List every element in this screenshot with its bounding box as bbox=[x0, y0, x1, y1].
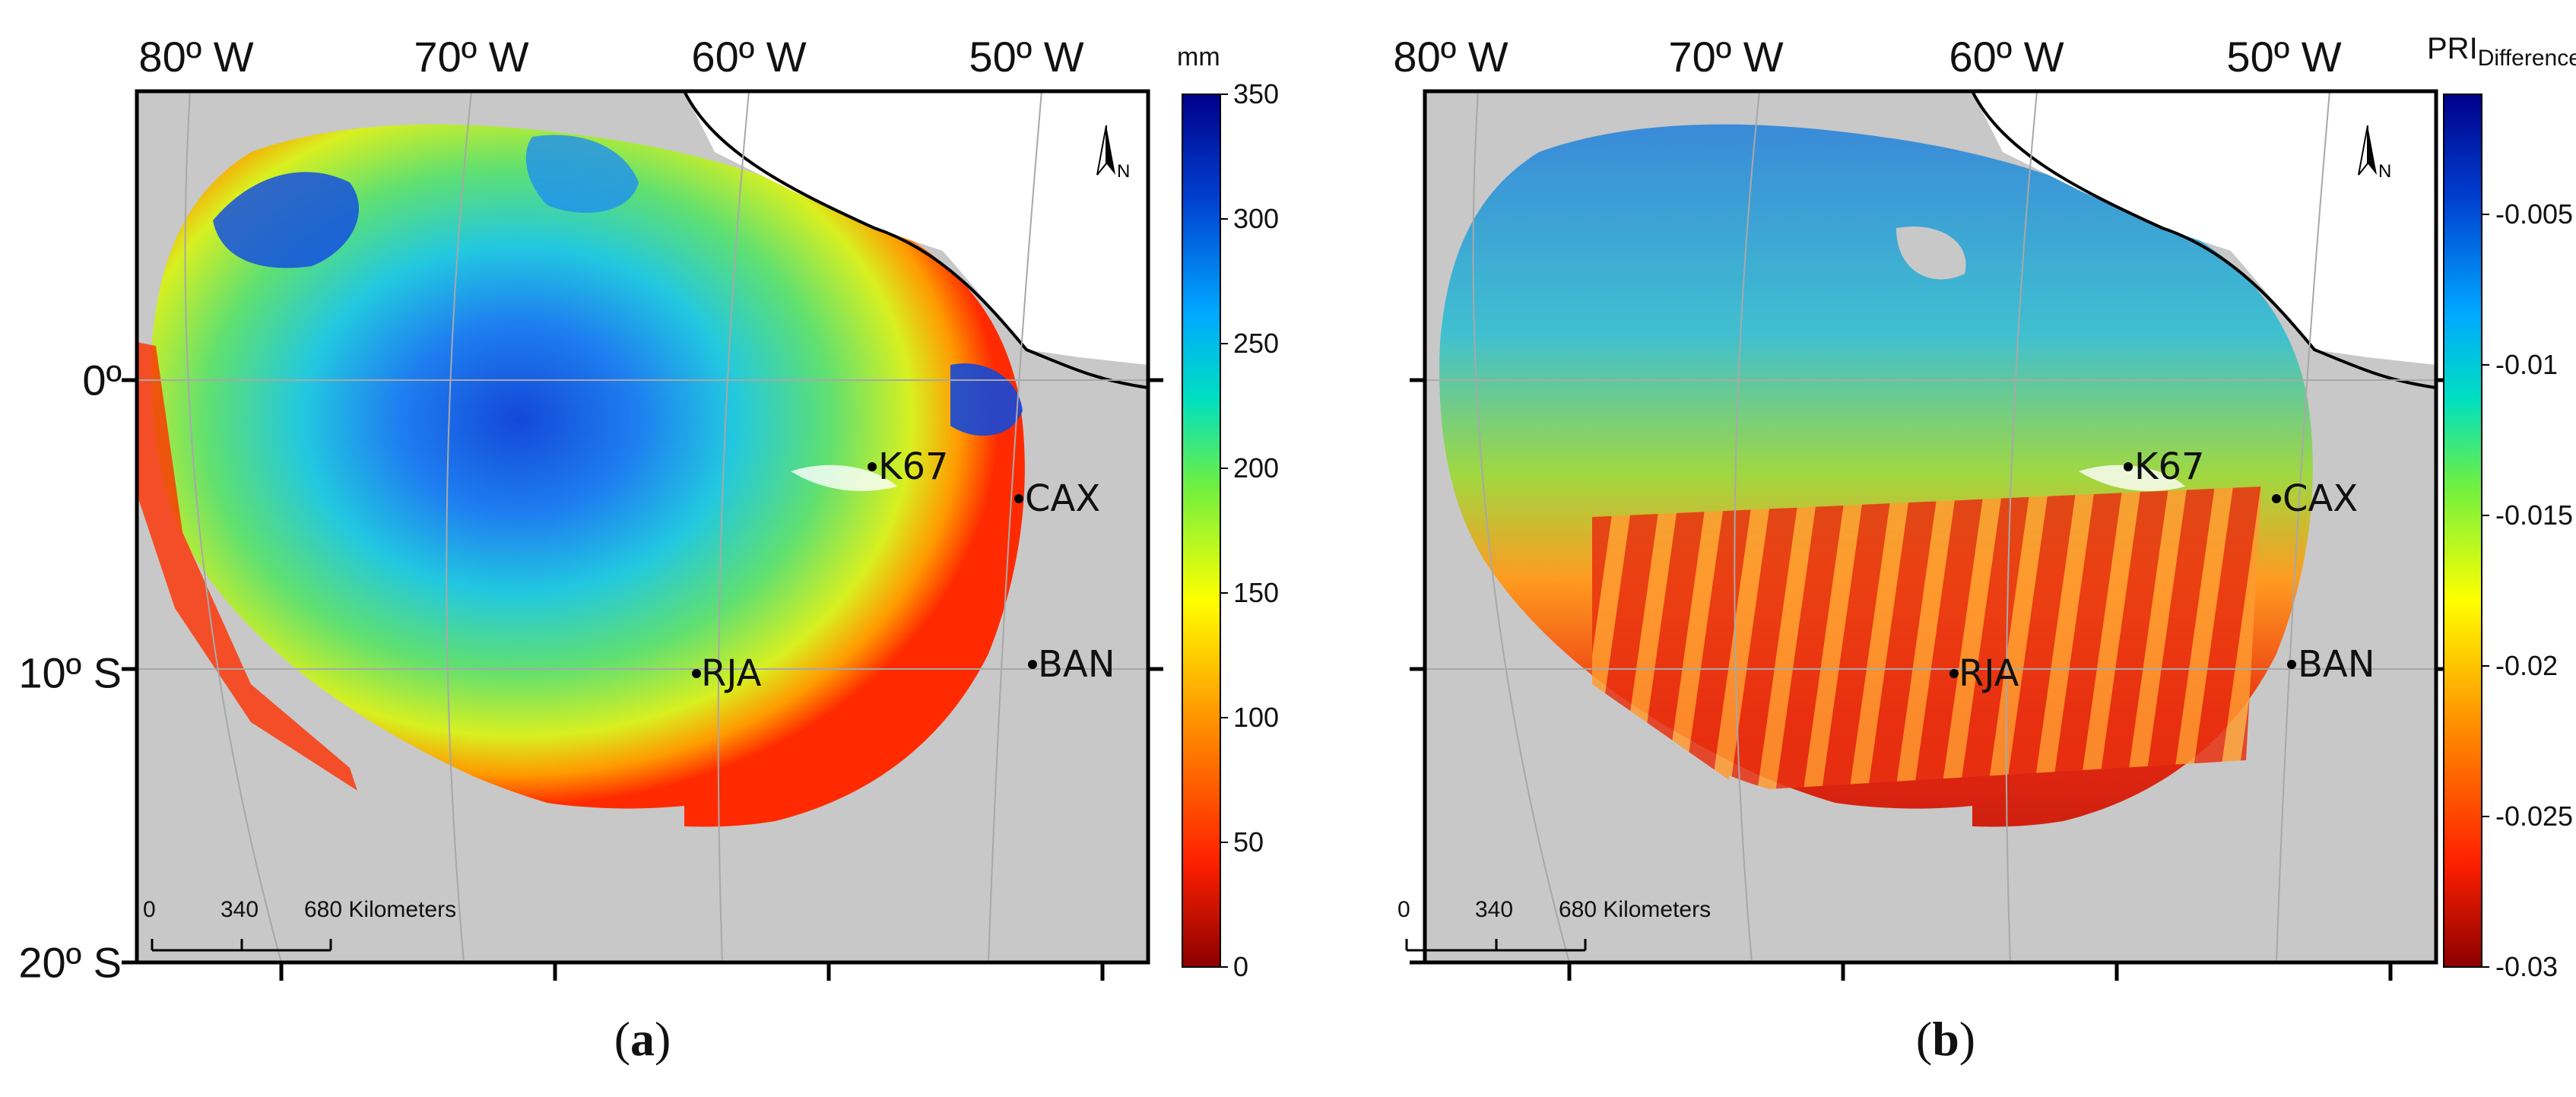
colorbar-tick-label: 50 bbox=[1233, 826, 1264, 858]
lat-label-0: 0º bbox=[82, 356, 122, 404]
lat-label-20s: 20º S bbox=[18, 938, 122, 987]
colorbar-ticks-b bbox=[2482, 214, 2489, 968]
lon-label-70w: 70º W bbox=[414, 33, 529, 81]
colorbar-a bbox=[1182, 94, 1221, 968]
land-no-data bbox=[441, 775, 684, 962]
north-arrow-icon: N bbox=[2337, 122, 2398, 190]
panel-letter-b: (b) bbox=[1915, 1012, 1976, 1066]
andes-low-precip bbox=[137, 342, 357, 791]
colorbar-tick-label: 200 bbox=[1233, 452, 1280, 484]
lon-label-50w: 50º W bbox=[969, 33, 1084, 81]
land-no-data bbox=[1425, 532, 1516, 962]
lon-label-60w: 60º W bbox=[691, 33, 807, 81]
colorbar-tick-label: -0.005 bbox=[2495, 198, 2574, 230]
site-label-k67: K67 bbox=[878, 445, 949, 488]
land-no-data bbox=[1729, 775, 1972, 962]
north-label: N bbox=[2378, 161, 2392, 182]
colorbar-tick-label: -0.025 bbox=[2495, 801, 2574, 832]
site-label-k67: K67 bbox=[2134, 445, 2205, 488]
site-label-ban: BAN bbox=[1038, 643, 1115, 686]
colorbar-tick-label: 300 bbox=[1233, 203, 1280, 234]
coastline bbox=[683, 90, 1149, 389]
precip-high-cell bbox=[525, 135, 639, 213]
colorbar-b bbox=[2443, 94, 2482, 968]
lon-label-80w: 80º W bbox=[1393, 33, 1508, 81]
colorbar-tick-label: -0.02 bbox=[2495, 650, 2559, 681]
map-frame bbox=[1423, 89, 2438, 965]
frame-ticks bbox=[1410, 378, 2451, 981]
north-label: N bbox=[1117, 161, 1131, 182]
scale-tick-340: 340 bbox=[220, 897, 259, 922]
panel-b: N 80º W 70º W 60º W 50º W K67 CAX RJA BA… bbox=[1288, 0, 2576, 1097]
colorbar-ticks-a bbox=[1220, 94, 1228, 968]
panel-letter-a: (a) bbox=[614, 1012, 671, 1066]
land-no-data bbox=[1896, 227, 1966, 280]
colorbar-unit-a: mm bbox=[1177, 43, 1220, 71]
land-no-data bbox=[137, 532, 228, 962]
map-frame bbox=[135, 89, 1150, 965]
amazon-river bbox=[2079, 464, 2185, 491]
site-label-cax: CAX bbox=[2283, 477, 2359, 520]
scale-bar bbox=[1405, 939, 1587, 952]
coastline bbox=[1971, 90, 2437, 389]
colorbar-tick-label: -0.015 bbox=[2495, 499, 2574, 531]
colorbar-tick-label: 100 bbox=[1233, 702, 1280, 733]
scale-tick-680: 680 Kilometers bbox=[1559, 897, 1712, 922]
site-markers bbox=[692, 462, 1037, 678]
scale-tick-340: 340 bbox=[1475, 897, 1514, 922]
amazon-river bbox=[791, 464, 897, 491]
site-markers bbox=[1949, 462, 2296, 678]
lat-label-10s: 10º S bbox=[18, 648, 122, 697]
site-label-rja: RJA bbox=[701, 652, 762, 695]
site-label-cax: CAX bbox=[1025, 477, 1101, 520]
map-b-svg bbox=[1405, 89, 2489, 981]
lon-label-60w: 60º W bbox=[1949, 33, 2064, 81]
precip-high-cell bbox=[950, 363, 1023, 436]
colorbar-tick-label: -0.03 bbox=[2495, 951, 2559, 982]
colorbar-tick-label: 0 bbox=[1233, 951, 1249, 982]
map-a-svg bbox=[122, 89, 1228, 981]
lon-label-80w: 80º W bbox=[138, 33, 254, 81]
site-label-ban: BAN bbox=[2298, 643, 2375, 686]
scale-tick-680: 680 Kilometers bbox=[304, 897, 457, 922]
graticule bbox=[1425, 90, 2436, 963]
ocean-atlantic bbox=[1972, 91, 2436, 365]
colorbar-tick-label: -0.01 bbox=[2495, 349, 2559, 380]
colorbar-unit-b: PRIDifference bbox=[2427, 32, 2576, 71]
ocean-atlantic bbox=[684, 91, 1148, 365]
pri-swath-stripes bbox=[1592, 487, 2261, 791]
site-label-rja: RJA bbox=[1959, 652, 2019, 695]
frame-ticks bbox=[122, 378, 1163, 981]
scale-tick-0: 0 bbox=[143, 897, 156, 922]
colorbar-tick-label: 350 bbox=[1233, 78, 1280, 109]
precip-high-cell bbox=[213, 172, 359, 268]
north-arrow-icon: N bbox=[1076, 122, 1137, 190]
graticule bbox=[137, 90, 1148, 963]
scale-tick-0: 0 bbox=[1397, 897, 1410, 922]
lon-label-50w: 50º W bbox=[2226, 33, 2342, 81]
panel-a: N 80º W 70º W 60º W 50º W 0º 10º S 20º S… bbox=[18, 33, 1280, 1066]
lon-label-70w: 70º W bbox=[1668, 33, 1784, 81]
colorbar-tick-label: 250 bbox=[1233, 328, 1280, 359]
scale-bar bbox=[151, 939, 332, 952]
precipitation-field bbox=[151, 124, 1025, 827]
colorbar-tick-label: 150 bbox=[1233, 577, 1280, 608]
